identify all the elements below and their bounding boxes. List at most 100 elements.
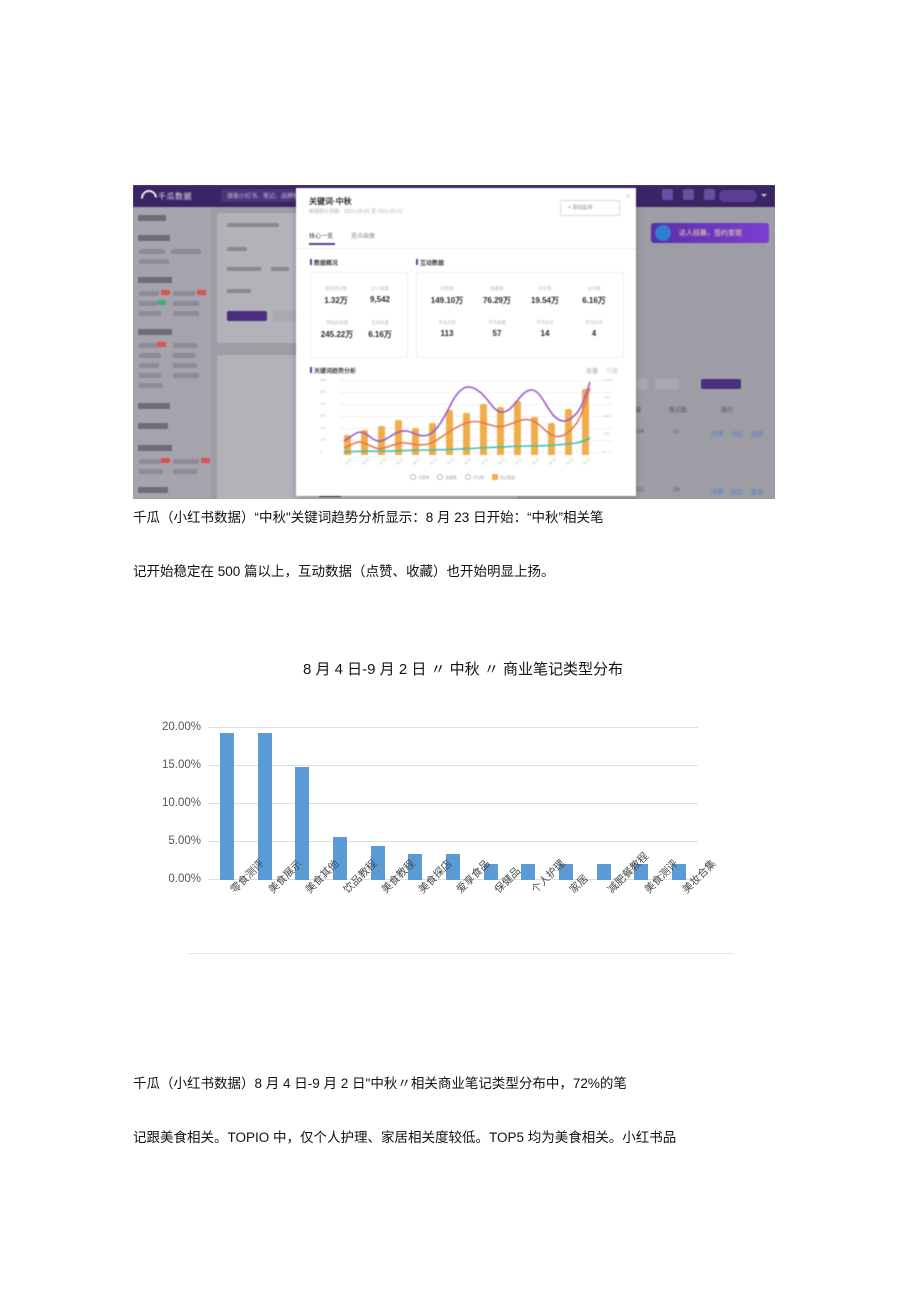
row-action-compare[interactable]: 对比 [731, 490, 744, 496]
stat-value: 9,542 [369, 295, 391, 304]
sidebar-item[interactable] [173, 301, 199, 306]
bar[interactable] [483, 864, 498, 880]
bar[interactable] [219, 732, 234, 880]
x-tick: 08-10 [395, 457, 405, 466]
dashboard-sidebar [133, 207, 211, 499]
row-action-monitor[interactable]: 监测 [751, 432, 764, 438]
table-header-cell: 笔记数 [669, 408, 688, 414]
user-menu[interactable] [719, 190, 757, 202]
likes-line [343, 381, 591, 442]
bar[interactable] [445, 854, 460, 880]
sidebar-item[interactable] [139, 301, 157, 306]
gridline [340, 440, 612, 441]
stat-value: 4 [591, 329, 597, 338]
paragraph-3: 千瓜（小红书数据）8 月 4 日-9 月 2 日"中秋〃相关商业笔记类型分布中，… [133, 1076, 627, 1091]
filter-chip-custom[interactable] [701, 379, 741, 389]
legend-marker-icon [492, 474, 499, 480]
x-label-slot: 个人护理 [510, 858, 568, 942]
row-action-detail[interactable]: 详情 [711, 490, 724, 496]
x-label-slot: 美食展示 [246, 858, 304, 942]
bar[interactable] [559, 864, 574, 880]
sidebar-item[interactable] [139, 373, 161, 378]
bar[interactable] [370, 845, 385, 880]
x-tick: 08-08 [378, 457, 388, 466]
apply-filter-button[interactable] [227, 311, 267, 321]
chart-x-axis: 零食测评 美食展示 美食其他 饮品教程 美食教程 美食探店 爱享食品 保健品 个人护理 家居 减肥餐… [208, 850, 718, 942]
chart-bottom-rule [188, 953, 733, 954]
sidebar-item[interactable] [173, 291, 195, 296]
trend-toggle-average[interactable]: 均量 [606, 369, 619, 375]
comments-line [343, 437, 591, 453]
bar[interactable] [596, 864, 611, 880]
bar[interactable] [634, 864, 649, 880]
sidebar-group-header [138, 423, 168, 429]
stat-value: 76.29万 [482, 296, 512, 305]
bar[interactable] [295, 766, 310, 880]
sidebar-item[interactable] [139, 291, 159, 296]
sidebar-item[interactable] [173, 373, 199, 378]
bar[interactable] [408, 854, 423, 880]
sidebar-item[interactable] [139, 249, 165, 254]
y-tick-left: 100 [320, 438, 326, 442]
sidebar-item[interactable] [173, 459, 199, 464]
sidebar-badge-new [201, 458, 210, 463]
row-action-detail[interactable]: 详情 [711, 432, 724, 438]
sidebar-item[interactable] [173, 363, 197, 368]
row-action-monitor[interactable]: 监测 [751, 490, 764, 496]
filter-chip-year[interactable] [655, 379, 679, 389]
sidebar-item[interactable] [139, 259, 169, 264]
legend-likes[interactable]: 点赞数 [410, 474, 429, 481]
tab-audience-profile[interactable]: 受众画像 [351, 234, 376, 240]
bar[interactable] [521, 864, 536, 880]
bar[interactable] [257, 732, 272, 880]
x-tick: 08-26 [531, 457, 541, 466]
legend-favorites[interactable]: 收藏数 [437, 474, 457, 481]
chevron-down-icon[interactable] [761, 194, 767, 197]
trend-bar [548, 423, 555, 455]
sidebar-group-header [138, 487, 168, 493]
legend-comments[interactable]: 评论数 [464, 474, 484, 481]
sidebar-item[interactable] [173, 311, 199, 316]
legend-notes[interactable]: 笔记数量 [492, 474, 515, 481]
paragraph-4: 记跟美食相关。TOPIO 中，仅个人护理、家居相关度较低。TOP5 均为美食相关… [133, 1130, 677, 1145]
search-input[interactable]: 搜索小红书、笔记、品牌机构等 [221, 189, 311, 202]
add-monitor-button[interactable]: + 添加监测 [560, 200, 620, 216]
reset-filter-button[interactable] [273, 311, 301, 321]
sidebar-item[interactable] [171, 249, 201, 254]
legend-marker-icon [437, 474, 444, 480]
sidebar-item[interactable] [139, 469, 163, 474]
tab-core-overview[interactable]: 核心一览 [309, 231, 336, 245]
sidebar-group-header [138, 277, 172, 283]
x-tick: 08-16 [446, 457, 456, 466]
y-tick-left: 500 [320, 390, 326, 394]
sidebar-item[interactable] [173, 469, 197, 474]
trend-toggle-total[interactable]: 总量 [586, 369, 599, 375]
sidebar-item[interactable] [139, 353, 161, 358]
sidebar-item[interactable] [139, 343, 157, 348]
stat-label: 达人数量 [371, 286, 389, 291]
sidebar-item[interactable] [173, 353, 195, 358]
message-icon[interactable] [704, 189, 715, 200]
legend-marker-icon [464, 474, 471, 480]
bar-slot [396, 728, 434, 880]
sidebar-item[interactable] [139, 311, 161, 316]
avatar [655, 225, 671, 241]
sidebar-item[interactable] [173, 343, 197, 348]
sidebar-item[interactable] [139, 459, 161, 464]
trend-lines [343, 381, 591, 453]
trend-bar [480, 404, 487, 455]
sidebar-item[interactable] [139, 383, 163, 388]
bar[interactable] [672, 864, 687, 880]
promo-banner[interactable]: 达人招募，签约变现 [651, 223, 769, 243]
close-icon[interactable]: × [625, 192, 630, 201]
y-tick-right: 300 [604, 432, 610, 436]
bar[interactable] [332, 837, 347, 880]
help-icon[interactable] [683, 189, 694, 200]
row-action-compare[interactable]: 对比 [731, 432, 744, 438]
grid-icon[interactable] [662, 189, 673, 200]
table-cell: 27 [673, 429, 680, 435]
stat-label: 平均分享 [585, 320, 603, 325]
gridline [340, 416, 612, 417]
bar-slot [623, 728, 661, 880]
sidebar-item[interactable] [139, 363, 159, 368]
